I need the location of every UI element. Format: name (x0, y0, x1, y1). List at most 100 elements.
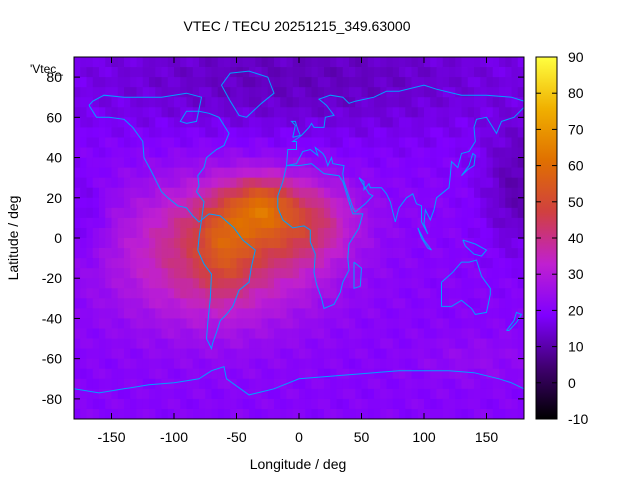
heatmap-cell (386, 57, 394, 68)
heatmap-cell (436, 278, 444, 289)
heatmap-cell (261, 368, 269, 380)
heatmap-cell (242, 288, 250, 299)
heatmap-cell (205, 408, 212, 419)
heatmap-cell (149, 227, 156, 239)
heatmap-cell (99, 177, 106, 189)
heatmap-cell (280, 338, 287, 350)
heatmap-cell (467, 147, 475, 158)
heatmap-cell (392, 288, 400, 299)
heatmap-cell (505, 207, 512, 219)
heatmap-cell (117, 157, 125, 169)
heatmap-cell (480, 398, 487, 410)
heatmap-cell (305, 288, 312, 299)
heatmap-cell (361, 207, 369, 219)
heatmap-cell (499, 318, 506, 329)
heatmap-cell (99, 258, 106, 269)
heatmap-cell (99, 378, 106, 390)
heatmap-cell (517, 238, 524, 249)
heatmap-cell (511, 328, 519, 339)
heatmap-cell (517, 227, 524, 239)
heatmap-cell (380, 288, 387, 299)
heatmap-cell (486, 268, 494, 279)
heatmap-cell (330, 288, 337, 299)
heatmap-cell (224, 57, 231, 68)
heatmap-cell (374, 137, 381, 148)
heatmap-cell (124, 157, 131, 169)
heatmap-cell (117, 268, 125, 279)
heatmap-cell (117, 67, 125, 78)
heatmap-cell (361, 388, 369, 400)
heatmap-cell (467, 127, 475, 138)
heatmap-cell (505, 157, 512, 169)
heatmap-cell (480, 197, 487, 209)
heatmap-cell (405, 298, 412, 309)
heatmap-cell (192, 177, 200, 189)
heatmap-cell (161, 338, 169, 350)
heatmap-cell (474, 348, 481, 360)
heatmap-cell (486, 187, 494, 199)
heatmap-cell (180, 378, 187, 390)
heatmap-cell (74, 57, 81, 68)
heatmap-cell (205, 57, 212, 68)
heatmap-cell (449, 288, 456, 299)
heatmap-cell (317, 318, 325, 329)
x-tick-label: -150 (97, 429, 125, 445)
heatmap-cell (142, 238, 150, 249)
heatmap-cell (192, 197, 200, 209)
heatmap-cell (186, 147, 194, 158)
heatmap-cell (111, 177, 119, 189)
heatmap-cell (461, 368, 469, 380)
heatmap-cell (261, 318, 269, 329)
heatmap-cell (374, 77, 381, 88)
heatmap-cell (467, 238, 475, 249)
heatmap-cell (99, 197, 106, 209)
heatmap-cell (274, 368, 281, 380)
heatmap-cell (349, 167, 356, 179)
heatmap-cell (130, 127, 137, 138)
heatmap-cell (161, 358, 169, 370)
heatmap-cell (267, 77, 275, 88)
heatmap-cell (399, 97, 406, 108)
heatmap-cell (492, 308, 500, 319)
heatmap-cell (486, 147, 494, 158)
heatmap-cell (174, 298, 181, 309)
heatmap-cell (205, 258, 212, 269)
heatmap-cell (136, 197, 144, 209)
heatmap-cell (161, 107, 169, 118)
heatmap-cell (224, 207, 231, 219)
heatmap-cell (430, 378, 437, 390)
heatmap-cell (199, 217, 206, 229)
heatmap-cell (324, 288, 331, 299)
heatmap-cell (167, 258, 175, 269)
heatmap-cell (336, 157, 344, 169)
heatmap-cell (417, 217, 425, 229)
heatmap-cell (505, 308, 512, 319)
heatmap-cell (349, 107, 356, 118)
heatmap-cell (255, 238, 262, 249)
heatmap-cell (480, 67, 487, 78)
heatmap-cell (442, 248, 450, 259)
heatmap-cell (117, 378, 125, 390)
heatmap-cell (180, 268, 187, 279)
heatmap-cell (224, 358, 231, 370)
heatmap-cell (392, 318, 400, 329)
heatmap-cell (217, 328, 225, 339)
heatmap-cell (80, 187, 87, 199)
heatmap-cell (86, 298, 94, 309)
heatmap-cell (286, 207, 294, 219)
heatmap-cell (86, 227, 94, 239)
heatmap-cell (242, 127, 250, 138)
heatmap-cell (355, 318, 362, 329)
heatmap-cell (411, 358, 419, 370)
heatmap-cell (392, 238, 400, 249)
heatmap-cell (174, 248, 181, 259)
heatmap-cell (186, 408, 194, 419)
heatmap-cell (474, 177, 481, 189)
heatmap-cell (249, 97, 256, 108)
heatmap-cell (105, 248, 112, 259)
heatmap-cell (205, 77, 212, 88)
heatmap-cell (174, 127, 181, 138)
heatmap-cell (417, 157, 425, 169)
heatmap-cell (311, 238, 319, 249)
heatmap-cell (399, 217, 406, 229)
